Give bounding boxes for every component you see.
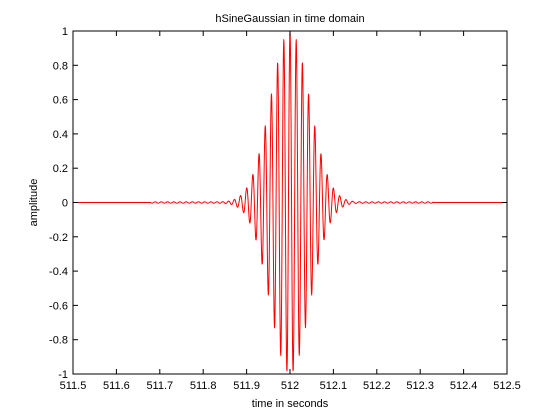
y-tick-label: 0: [62, 198, 68, 210]
tick-layer: 511.5 511.6 511.7 511.8 511.9 512 512.1 512.2 51…: [49, 26, 521, 392]
y-tick-label: -0.2: [49, 232, 68, 244]
y-tick-label: 1: [62, 26, 68, 38]
x-tick-label: 511.9: [233, 380, 260, 392]
y-tick-label: -1: [58, 369, 68, 381]
x-axis-label: time in seconds: [252, 398, 329, 410]
x-tick-label: 512: [281, 380, 299, 392]
y-tick-label: -0.8: [49, 335, 68, 347]
x-tick-label: 512.5: [493, 380, 521, 392]
x-tick-label: 512.4: [450, 380, 478, 392]
x-tick-label: 512.3: [406, 380, 434, 392]
y-tick-label: 0.4: [53, 129, 68, 141]
y-tick-label: -0.4: [49, 266, 68, 278]
x-tick-label: 512.1: [320, 380, 348, 392]
x-tick-label: 511.7: [146, 380, 173, 392]
x-tick-label: 511.6: [103, 380, 130, 392]
series-line-0: [73, 31, 507, 372]
x-tick-label: 512.2: [363, 380, 391, 392]
x-tick-label: 511.5: [60, 380, 87, 392]
y-tick-label: 0.6: [53, 95, 68, 107]
y-tick-label: 0.8: [53, 60, 68, 72]
series-layer: [73, 31, 507, 372]
y-axis-label: amplitude: [28, 179, 40, 227]
y-tick-label: 0.2: [53, 163, 68, 175]
chart-title: hSineGaussian in time domain: [215, 13, 364, 25]
x-tick-label: 511.8: [190, 380, 217, 392]
y-tick-label: -0.6: [49, 300, 68, 312]
